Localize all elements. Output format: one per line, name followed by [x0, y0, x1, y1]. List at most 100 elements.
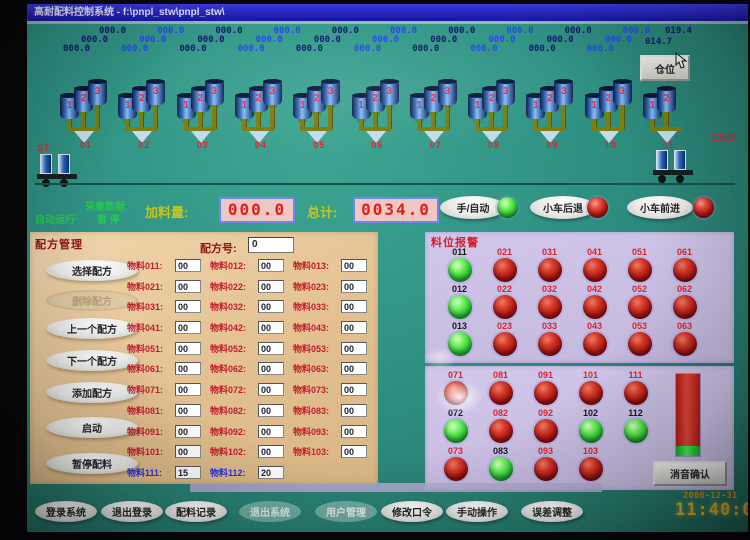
material-label: 物料102: — [210, 447, 247, 458]
material-label: 物料093: — [293, 426, 330, 437]
material-input[interactable]: 00 — [341, 403, 367, 417]
material-input[interactable]: 00 — [175, 259, 201, 272]
bottom-button-5[interactable]: 修改口令 — [381, 501, 443, 522]
material-input[interactable]: 00 — [258, 445, 284, 459]
material-input[interactable]: 00 — [341, 445, 367, 459]
bin-number: 2 — [488, 93, 495, 104]
station-number: 01 — [80, 140, 93, 150]
bottom-button-0[interactable]: 登录系统 — [35, 501, 97, 522]
pipe-icon — [81, 112, 86, 129]
recipe-button-0[interactable]: 选择配方 — [46, 260, 138, 281]
material-input[interactable]: 00 — [341, 321, 367, 335]
alarm-panel-title: 料位报警 — [431, 237, 479, 249]
material-input[interactable]: 00 — [258, 300, 284, 314]
pipe-manifold-icon — [416, 127, 449, 131]
station-11: 1 2 11 — [643, 81, 701, 151]
recipe-button-2[interactable]: 上一个配方 — [46, 318, 138, 339]
material-input[interactable]: 20 — [258, 465, 284, 479]
material-input[interactable]: 00 — [175, 445, 201, 459]
alarm-light-092 — [533, 419, 558, 443]
material-field: 物料043: 00 — [293, 320, 376, 335]
recipe-button-1[interactable]: 删除配方 — [46, 290, 138, 311]
cart-wheel-icon — [676, 175, 684, 183]
material-label: 物料022: — [210, 281, 247, 292]
material-input[interactable]: 00 — [258, 341, 284, 355]
cart-bar-icon — [656, 150, 668, 170]
material-input[interactable]: 00 — [258, 259, 284, 272]
alarm-label: 102 — [582, 408, 599, 418]
alarm-light-032 — [537, 295, 562, 319]
alarm-light-012 — [447, 295, 472, 319]
material-label: 物料081: — [127, 405, 164, 416]
mute-confirm-button[interactable]: 消音确认 — [653, 461, 727, 486]
material-input[interactable]: 15 — [175, 465, 201, 479]
material-input[interactable]: 00 — [341, 259, 367, 272]
material-input[interactable]: 00 — [175, 341, 201, 355]
material-input[interactable]: 00 — [258, 424, 284, 438]
material-input[interactable]: 00 — [175, 424, 201, 438]
weight-readout: 000.0 — [255, 35, 283, 45]
material-input[interactable]: 00 — [175, 300, 201, 314]
recipe-button-4[interactable]: 添加配方 — [46, 382, 138, 403]
material-field: 物料082: 00 — [210, 403, 293, 418]
alarm-cell-082: 082 — [478, 408, 523, 446]
station-number: 03 — [196, 140, 209, 150]
recipe-button-6[interactable]: 暂停配料 — [46, 453, 138, 474]
bottom-button-3[interactable]: 退出系统 — [239, 501, 301, 522]
hopper-bin-icon: 3 — [379, 79, 399, 108]
recipe-no-input[interactable]: 0 — [248, 237, 294, 253]
material-input[interactable]: 00 — [175, 279, 201, 293]
material-input[interactable]: 00 — [258, 279, 284, 293]
alarm-cell-013: 013 — [437, 321, 482, 358]
weight-readout: 000.0 — [237, 44, 265, 54]
gauge-red-segment — [676, 374, 700, 447]
material-input[interactable]: 00 — [258, 362, 284, 376]
recipe-button-3[interactable]: 下一个配方 — [46, 350, 138, 371]
pipe-icon — [416, 119, 422, 129]
hopper-bin-icon: 3 — [204, 79, 224, 108]
material-input[interactable]: 00 — [175, 362, 201, 376]
bottom-button-4[interactable]: 用户管理 — [315, 501, 377, 522]
control-button-1[interactable]: 小车后退 — [530, 196, 596, 219]
material-input[interactable]: 00 — [341, 341, 367, 355]
material-input[interactable]: 00 — [175, 321, 201, 335]
material-input[interactable]: 00 — [258, 383, 284, 397]
control-button-0[interactable]: 手/自动 — [440, 196, 506, 219]
material-input[interactable]: 00 — [258, 403, 284, 417]
control-button-2[interactable]: 小车前进 — [627, 196, 693, 219]
alarm-light-grid-upper: 011 021 031 041 051 061 012 022 032 042 052 062 013 0… — [437, 247, 707, 358]
bin-number: 1 — [649, 100, 656, 111]
alarm-cell-111: 111 — [613, 370, 658, 408]
material-input[interactable]: 00 — [341, 424, 367, 438]
material-input[interactable]: 00 — [175, 383, 201, 397]
station-07-weights: 000.0 000.0 000.0 — [412, 26, 475, 58]
bottom-button-2[interactable]: 配料记录 — [165, 501, 227, 522]
bin-number: 2 — [547, 93, 553, 104]
material-input[interactable]: 00 — [341, 279, 367, 293]
material-field: 物料032: 00 — [210, 299, 293, 314]
alarm-light-023 — [492, 332, 517, 356]
material-input[interactable]: 00 — [341, 362, 367, 376]
start-station-label: ST — [37, 143, 51, 153]
alarm-label: 073 — [447, 446, 464, 456]
bottom-button-1[interactable]: 退出登录 — [101, 501, 163, 522]
recipe-button-5[interactable]: 启动 — [46, 417, 138, 438]
station-03: 1 2 3 03 — [176, 79, 235, 151]
bottom-button-6[interactable]: 手动操作 — [446, 501, 508, 522]
cart-track — [35, 183, 735, 185]
window-title: 高耐配料控制系统 - f:\pnpl_stw\pnpl_stw\ — [34, 7, 225, 18]
weight-readout: 000.0 — [273, 26, 301, 36]
station-number: 08 — [488, 140, 501, 150]
material-label: 物料111: — [127, 467, 163, 478]
material-input[interactable]: 00 — [341, 300, 367, 314]
funnel-icon — [540, 131, 561, 143]
bottom-button-7[interactable]: 误差调整 — [521, 501, 583, 522]
material-input[interactable]: 00 — [341, 383, 367, 397]
bin-number: 2 — [197, 93, 203, 104]
hopper-bin-icon: 3 — [612, 79, 632, 108]
weight-readout: 000.0 — [586, 44, 614, 54]
material-input[interactable]: 00 — [175, 403, 201, 417]
alarm-label: 093 — [537, 446, 554, 456]
material-input[interactable]: 00 — [258, 321, 284, 335]
station-number: 05 — [313, 140, 326, 150]
